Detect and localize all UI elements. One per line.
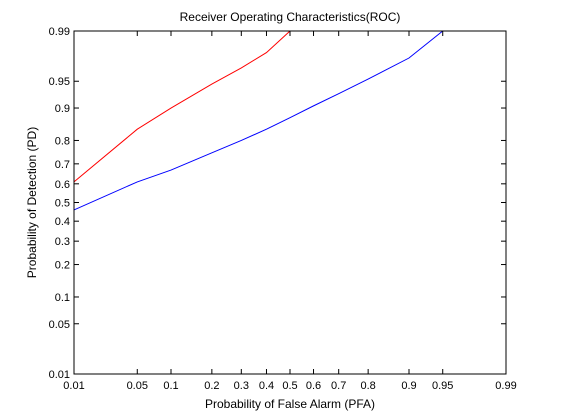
series-line-1 [73, 30, 291, 183]
ticks-layer: 0.01 0.05 0.1 0.2 0.3 0.4 0.5 0.6 0.7 0.8 0.9 0.95 0… [49, 26, 517, 392]
x-tick-label: 0.2 [204, 380, 219, 392]
x-tick-label: 0.1 [163, 380, 178, 392]
x-tick-label: 0.8 [360, 380, 375, 392]
x-axis-label: Probability of False Alarm (PFA) [205, 397, 375, 411]
x-tick-label: 0.4 [259, 380, 274, 392]
y-tick-label: 0.1 [55, 292, 70, 304]
x-tick-label: 0.3 [234, 380, 249, 392]
y-tick-label: 0.05 [49, 319, 70, 331]
y-tick-label: 0.6 [55, 179, 70, 191]
x-tick-label: 0.6 [306, 380, 321, 392]
y-tick-label: 0.95 [49, 76, 70, 88]
x-tick-label: 0.01 [63, 380, 84, 392]
series-layer [73, 30, 444, 211]
y-tick-label: 0.7 [55, 159, 70, 171]
series-line-2 [73, 30, 444, 211]
y-tick-label: 0.2 [55, 260, 70, 272]
y-tick-label: 0.4 [55, 216, 70, 228]
y-tick-label: 0.99 [49, 26, 70, 38]
y-tick-label: 0.9 [55, 103, 70, 115]
x-tick-label: 0.5 [282, 380, 297, 392]
plot-frame [73, 30, 507, 375]
x-tick-label: 0.9 [401, 380, 416, 392]
y-tick-label: 0.3 [55, 236, 70, 248]
x-tick-label: 0.99 [495, 380, 516, 392]
x-tick-label: 0.95 [432, 380, 453, 392]
y-axis-label: Probability of Detection (PD) [25, 127, 39, 278]
y-tick-label: 0.8 [55, 135, 70, 147]
y-tick-label: 0.01 [49, 369, 70, 381]
y-tick-label: 0.5 [55, 198, 70, 210]
chart-title: Receiver Operating Characteristics(ROC) [180, 10, 401, 24]
x-tick-label: 0.05 [127, 380, 148, 392]
x-tick-label: 0.7 [331, 380, 346, 392]
